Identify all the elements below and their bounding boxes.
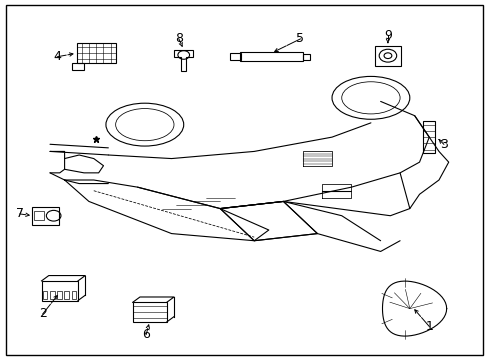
Text: 3: 3: [439, 138, 447, 151]
Bar: [374, 46, 401, 66]
Text: 9: 9: [383, 29, 391, 42]
Text: 7: 7: [16, 207, 24, 220]
Bar: [229, 53, 240, 60]
Bar: [72, 291, 76, 299]
Bar: [72, 63, 84, 70]
Bar: [64, 291, 69, 299]
Text: 1: 1: [425, 320, 432, 333]
Text: 5: 5: [296, 32, 304, 45]
Bar: [50, 291, 54, 299]
Text: 8: 8: [175, 32, 183, 45]
Bar: [34, 211, 44, 220]
Text: 2: 2: [39, 307, 46, 320]
Bar: [239, 52, 302, 61]
Text: 6: 6: [142, 328, 150, 341]
Text: 4: 4: [53, 50, 61, 63]
Bar: [302, 54, 309, 60]
Bar: [43, 291, 47, 299]
Bar: [57, 291, 61, 299]
